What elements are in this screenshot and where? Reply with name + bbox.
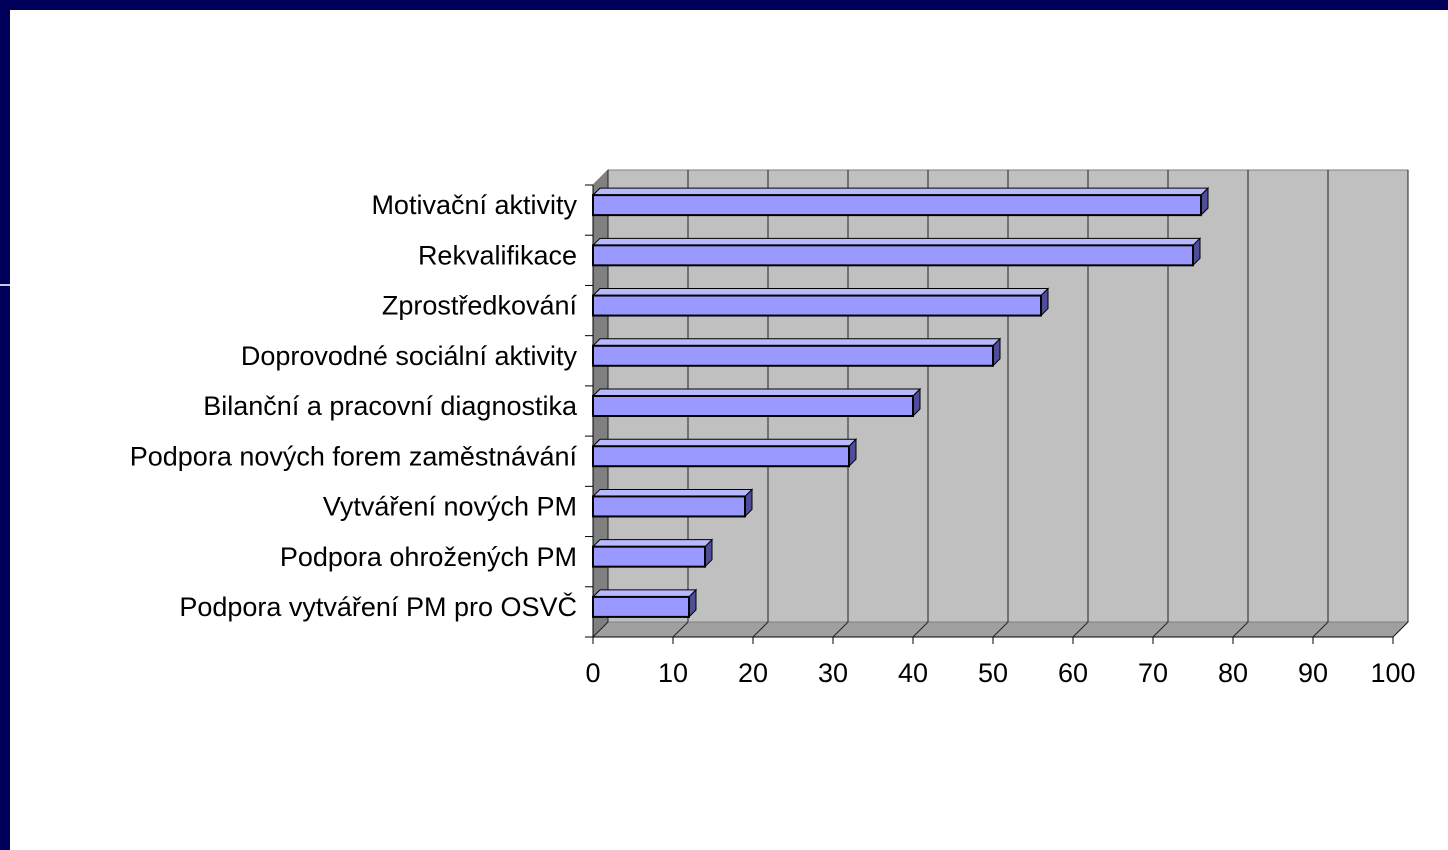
bar-front — [592, 545, 706, 568]
bar-top — [591, 388, 922, 397]
floor-grid-line — [1232, 621, 1249, 638]
y-tick-label: Podpora vytváření PM pro OSVČ — [179, 591, 577, 622]
floor-grid-line — [832, 621, 849, 638]
y-tick-label: Podpora ohrožených PM — [280, 542, 577, 572]
bar-top — [591, 539, 714, 548]
x-tick-label: 80 — [1218, 658, 1248, 688]
floor-grid-line — [912, 621, 929, 638]
y-tick-label: Zprostředkování — [382, 291, 578, 321]
bar — [591, 387, 922, 418]
floor-grid-line — [672, 621, 689, 638]
bar-front — [592, 294, 1042, 317]
floor-grid-line — [992, 621, 1009, 638]
y-tick-label: Bilanční a pracovní diagnostika — [203, 391, 578, 421]
bar-top — [591, 288, 1050, 297]
x-tick-label: 0 — [585, 658, 600, 688]
bar-top — [591, 187, 1210, 196]
bar-top — [591, 438, 858, 447]
y-tick-label: Vytváření nových PM — [323, 492, 577, 522]
bar — [591, 588, 698, 619]
bar — [591, 337, 1002, 367]
bar-top — [591, 237, 1202, 246]
bar — [591, 237, 1202, 267]
bar-top — [591, 338, 1002, 347]
x-tick-label: 100 — [1370, 658, 1415, 688]
x-tick-label: 60 — [1058, 658, 1088, 688]
bar-front — [592, 445, 850, 468]
floor-grid-line — [1312, 621, 1329, 638]
floor-grid-line — [1072, 621, 1089, 638]
bar-top — [591, 488, 754, 497]
bar — [591, 287, 1050, 317]
x-tick-label: 30 — [818, 658, 848, 688]
floor-grid-line — [752, 621, 769, 638]
x-tick-label: 50 — [978, 658, 1008, 688]
x-tick-label: 70 — [1138, 658, 1168, 688]
bar-front — [592, 495, 746, 518]
bar-front — [592, 244, 1194, 267]
bar-top — [591, 589, 698, 598]
y-tick-label: Motivační aktivity — [371, 190, 577, 220]
bar-front — [592, 395, 914, 417]
bar — [591, 186, 1210, 217]
floor-grid-line — [1152, 621, 1169, 638]
floor-grid-line — [592, 621, 609, 638]
bar — [591, 488, 754, 518]
y-tick-label: Podpora nových forem zaměstnávání — [130, 441, 578, 471]
x-tick-label: 90 — [1298, 658, 1328, 688]
bar-front — [592, 344, 994, 367]
x-tick-label: 20 — [738, 658, 768, 688]
bar-front — [592, 595, 690, 618]
x-tick-label: 40 — [898, 658, 928, 688]
floor-grid-line — [1392, 621, 1409, 638]
x-tick-label: 10 — [658, 658, 688, 688]
bar-front — [592, 194, 1202, 217]
y-tick-label: Doprovodné sociální aktivity — [241, 341, 578, 371]
y-tick-label: Rekvalifikace — [418, 240, 577, 270]
bar — [591, 438, 858, 468]
bar — [591, 538, 714, 568]
